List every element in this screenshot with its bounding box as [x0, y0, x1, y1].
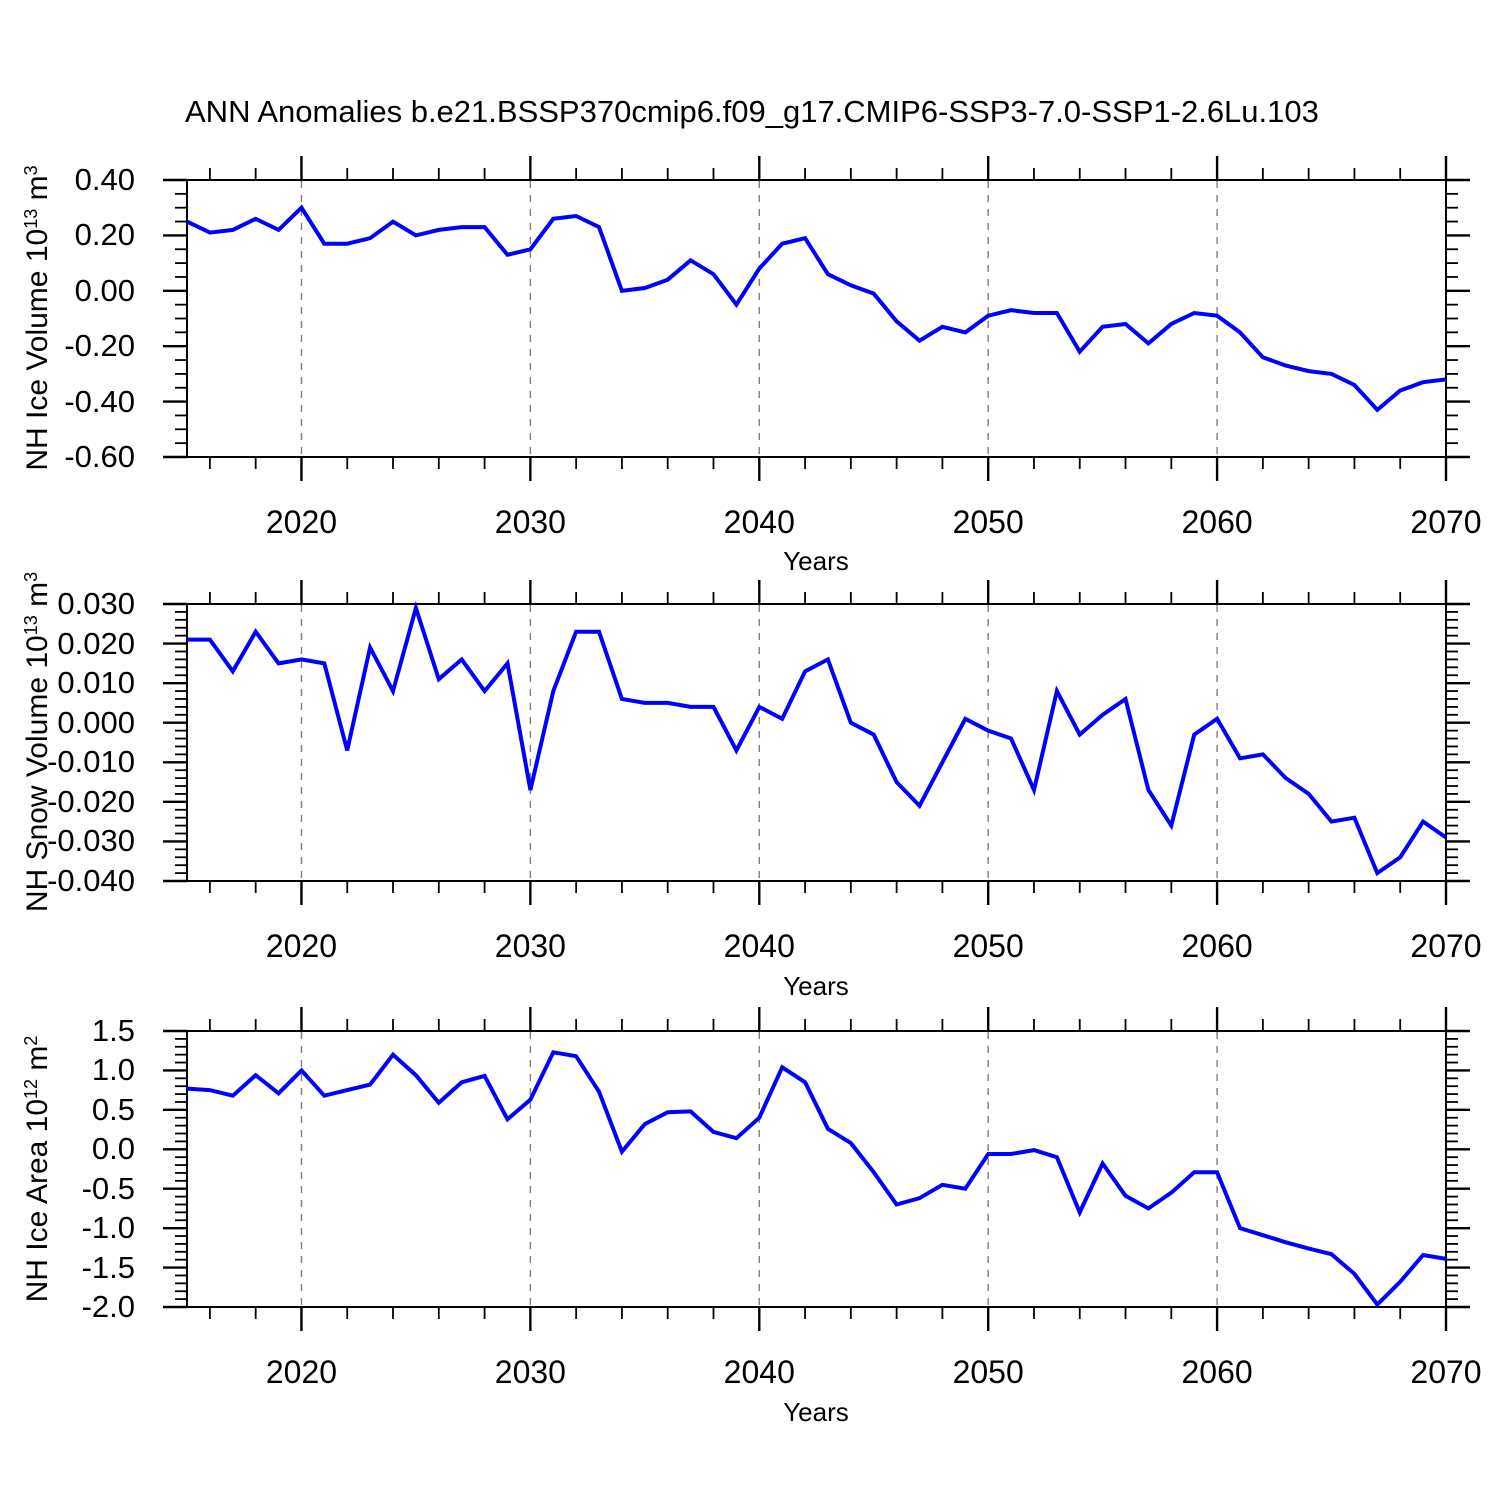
- y-tick-label: -0.20: [64, 328, 135, 364]
- panel-nh-ice-volume: [163, 156, 1470, 481]
- y-tick-label: 0.5: [91, 1091, 135, 1127]
- y-tick-label: 0.030: [57, 586, 135, 621]
- x-tick-label: 2020: [265, 1354, 338, 1390]
- x-tick-label: 2040: [723, 1354, 795, 1390]
- x-tick-label: 2030: [494, 504, 566, 540]
- y-tick-label: 0.20: [74, 217, 135, 253]
- data-line-nh-ice-area: [186, 1050, 1447, 1308]
- x-axis-title-panel1: Years: [783, 546, 849, 576]
- x-tick-label: 2060: [1181, 1354, 1253, 1390]
- plot-frame: [186, 1030, 1447, 1308]
- axis-ticks: [163, 1007, 1470, 1331]
- axis-ticks: [163, 580, 1470, 905]
- x-axis-title-panel3: Years: [783, 1397, 849, 1427]
- data-line-nh-ice-volume: [186, 204, 1447, 413]
- axis-ticks: [163, 156, 1470, 481]
- y-tick-label: 0.010: [57, 665, 135, 701]
- x-tick-label: 2030: [494, 1354, 566, 1390]
- y-axis-title-ice-area: NH Ice Area 1012 m2: [18, 919, 58, 1419]
- y-tick-label: 0.00: [74, 272, 135, 308]
- x-tick-label: 2070: [1410, 928, 1482, 964]
- plot-frame: [186, 603, 1447, 882]
- gridlines: [300, 1032, 1218, 1306]
- chart-title: ANN Anomalies b.e21.BSSP370cmip6.f09_g17…: [185, 94, 1319, 129]
- x-tick-label: 2070: [1410, 1354, 1482, 1390]
- y-tick-label: -1.0: [81, 1210, 135, 1246]
- y-axis-title-snow-volume: NH Snow Volume 1013 m3: [18, 492, 58, 992]
- x-tick-label: 2050: [952, 1354, 1024, 1390]
- x-tick-label: 2060: [1181, 928, 1253, 964]
- y-tick-label: -0.40: [64, 383, 135, 419]
- x-tick-label: 2050: [952, 928, 1024, 964]
- panel-nh-snow-volume: [163, 580, 1470, 905]
- y-tick-label: -0.030: [47, 823, 135, 859]
- y-tick-label: -1.5: [81, 1249, 135, 1285]
- y-tick-label: 0.0: [91, 1131, 135, 1167]
- y-tick-label: 1.0: [91, 1052, 135, 1088]
- x-tick-label: 2020: [265, 504, 338, 540]
- x-tick-label: 2020: [265, 928, 338, 964]
- x-tick-label: 2050: [952, 504, 1024, 540]
- plot-frame: [186, 179, 1447, 458]
- x-tick-label: 2060: [1181, 504, 1253, 540]
- x-axis-title-panel2: Years: [783, 971, 849, 1001]
- gridlines: [300, 181, 1218, 456]
- x-tick-label: 2040: [723, 928, 795, 964]
- y-tick-label: -0.040: [47, 863, 135, 898]
- y-tick-label: 0.000: [57, 704, 135, 740]
- data-line-nh-snow-volume: [187, 601, 1448, 877]
- x-tick-label: 2040: [723, 504, 795, 540]
- y-tick-label: 0.40: [74, 162, 135, 197]
- y-tick-label: 1.5: [91, 1013, 135, 1048]
- gridlines: [300, 605, 1218, 880]
- y-tick-label: -2.0: [81, 1289, 135, 1324]
- y-tick-label: -0.010: [47, 744, 135, 780]
- y-tick-label: 0.020: [57, 625, 135, 661]
- panel-nh-ice-area: [163, 1007, 1470, 1331]
- y-tick-label: -0.020: [47, 783, 135, 819]
- x-tick-label: 2070: [1410, 504, 1482, 540]
- y-tick-label: -0.60: [64, 439, 135, 474]
- x-tick-label: 2030: [494, 928, 566, 964]
- unit-exponent: 3: [21, 571, 42, 582]
- y-tick-label: -0.5: [81, 1170, 135, 1206]
